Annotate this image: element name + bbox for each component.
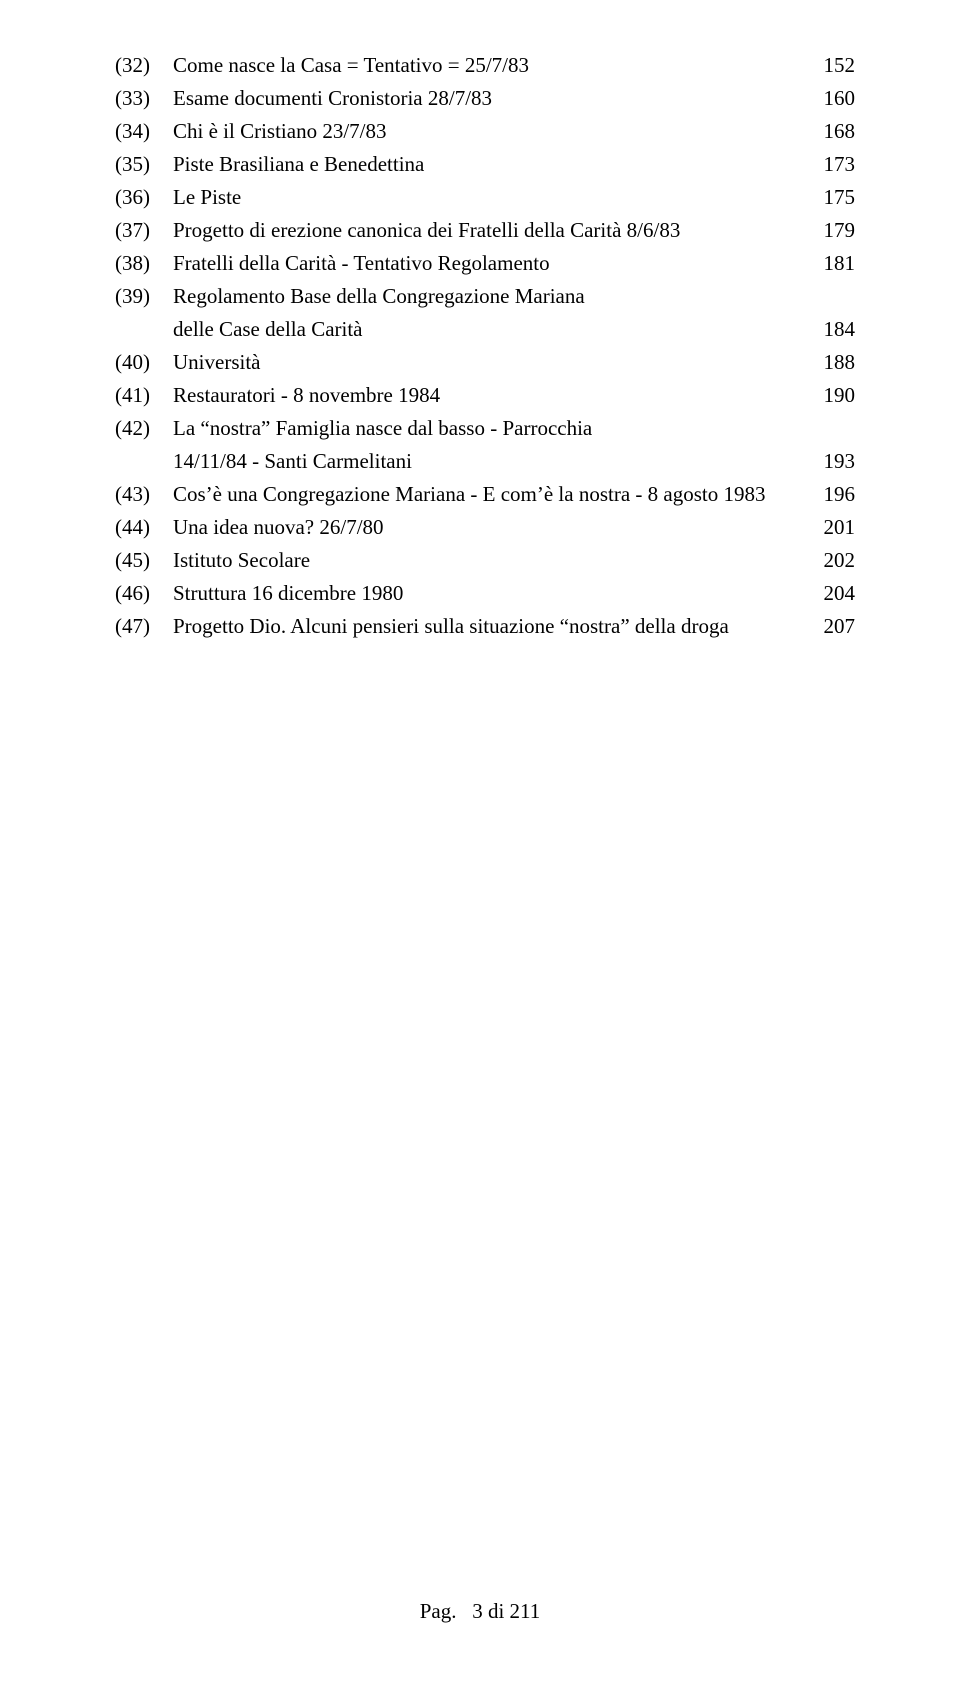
toc-title: Progetto Dio. Alcuni pensieri sulla situ… xyxy=(173,611,807,642)
toc-num: (42) xyxy=(115,413,173,444)
toc-page: 190 xyxy=(807,380,855,411)
toc-num: (41) xyxy=(115,380,173,411)
toc-title: Cos’è una Congregazione Mariana - E com’… xyxy=(173,479,807,510)
toc-row: (38) Fratelli della Carità - Tentativo R… xyxy=(115,248,855,279)
toc-page: 184 xyxy=(807,314,855,345)
toc-row: (42) La “nostra” Famiglia nasce dal bass… xyxy=(115,413,855,444)
toc-row: (34) Chi è il Cristiano 23/7/83 168 xyxy=(115,116,855,147)
toc-page: 160 xyxy=(807,83,855,114)
toc-title: Istituto Secolare xyxy=(173,545,807,576)
toc-row-continuation: delle Case della Carità 184 xyxy=(115,314,855,345)
toc-page: 207 xyxy=(807,611,855,642)
footer-label: Pag. xyxy=(420,1599,457,1623)
toc-title: La “nostra” Famiglia nasce dal basso - P… xyxy=(173,413,807,444)
toc-row: (33) Esame documenti Cronistoria 28/7/83… xyxy=(115,83,855,114)
toc-title: delle Case della Carità xyxy=(173,314,807,345)
toc-page: 202 xyxy=(807,545,855,576)
toc-num: (39) xyxy=(115,281,173,312)
toc-page: 168 xyxy=(807,116,855,147)
toc-row: (37) Progetto di erezione canonica dei F… xyxy=(115,215,855,246)
toc-row: (39) Regolamento Base della Congregazion… xyxy=(115,281,855,312)
toc-title: 14/11/84 - Santi Carmelitani xyxy=(173,446,807,477)
toc-page: 175 xyxy=(807,182,855,213)
toc-title: Piste Brasiliana e Benedettina xyxy=(173,149,807,180)
toc-num: (38) xyxy=(115,248,173,279)
page-footer: Pag. 3 di 211 xyxy=(0,1599,960,1624)
toc-row: (32) Come nasce la Casa = Tentativo = 25… xyxy=(115,50,855,81)
toc-row-continuation: 14/11/84 - Santi Carmelitani 193 xyxy=(115,446,855,477)
toc-title: Chi è il Cristiano 23/7/83 xyxy=(173,116,807,147)
toc-num: (47) xyxy=(115,611,173,642)
toc-num: (32) xyxy=(115,50,173,81)
toc-page: 201 xyxy=(807,512,855,543)
toc-title: Le Piste xyxy=(173,182,807,213)
toc-page: 173 xyxy=(807,149,855,180)
toc-num: (36) xyxy=(115,182,173,213)
toc-row: (41) Restauratori - 8 novembre 1984 190 xyxy=(115,380,855,411)
toc-title: Struttura 16 dicembre 1980 xyxy=(173,578,807,609)
toc-row: (46) Struttura 16 dicembre 1980 204 xyxy=(115,578,855,609)
toc-title: Università xyxy=(173,347,807,378)
toc-row: (36) Le Piste 175 xyxy=(115,182,855,213)
toc-title: Esame documenti Cronistoria 28/7/83 xyxy=(173,83,807,114)
toc-row: (35) Piste Brasiliana e Benedettina 173 xyxy=(115,149,855,180)
toc-title: Progetto di erezione canonica dei Fratel… xyxy=(173,215,807,246)
toc-row: (44) Una idea nuova? 26/7/80 201 xyxy=(115,512,855,543)
footer-total-pages: 211 xyxy=(510,1599,541,1623)
toc-page: 181 xyxy=(807,248,855,279)
toc-num: (46) xyxy=(115,578,173,609)
toc-num: (45) xyxy=(115,545,173,576)
toc-num: (40) xyxy=(115,347,173,378)
toc-page: 179 xyxy=(807,215,855,246)
toc-page: 196 xyxy=(807,479,855,510)
toc-title: Come nasce la Casa = Tentativo = 25/7/83 xyxy=(173,50,807,81)
toc-page: 193 xyxy=(807,446,855,477)
toc-title: Regolamento Base della Congregazione Mar… xyxy=(173,281,807,312)
toc-num: (37) xyxy=(115,215,173,246)
toc-title: Fratelli della Carità - Tentativo Regola… xyxy=(173,248,807,279)
footer-sep: di xyxy=(488,1599,504,1623)
toc-page: 152 xyxy=(807,50,855,81)
toc-row: (45) Istituto Secolare 202 xyxy=(115,545,855,576)
toc-title: Restauratori - 8 novembre 1984 xyxy=(173,380,807,411)
toc-num: (35) xyxy=(115,149,173,180)
toc-title: Una idea nuova? 26/7/80 xyxy=(173,512,807,543)
toc-row: (47) Progetto Dio. Alcuni pensieri sulla… xyxy=(115,611,855,642)
toc-row: (40) Università 188 xyxy=(115,347,855,378)
toc-num: (34) xyxy=(115,116,173,147)
toc-num: (33) xyxy=(115,83,173,114)
footer-current-page: 3 xyxy=(472,1599,483,1623)
toc-num: (43) xyxy=(115,479,173,510)
toc-page: 204 xyxy=(807,578,855,609)
toc-container: (32) Come nasce la Casa = Tentativo = 25… xyxy=(115,50,855,644)
toc-row: (43) Cos’è una Congregazione Mariana - E… xyxy=(115,479,855,510)
toc-num: (44) xyxy=(115,512,173,543)
toc-page: 188 xyxy=(807,347,855,378)
